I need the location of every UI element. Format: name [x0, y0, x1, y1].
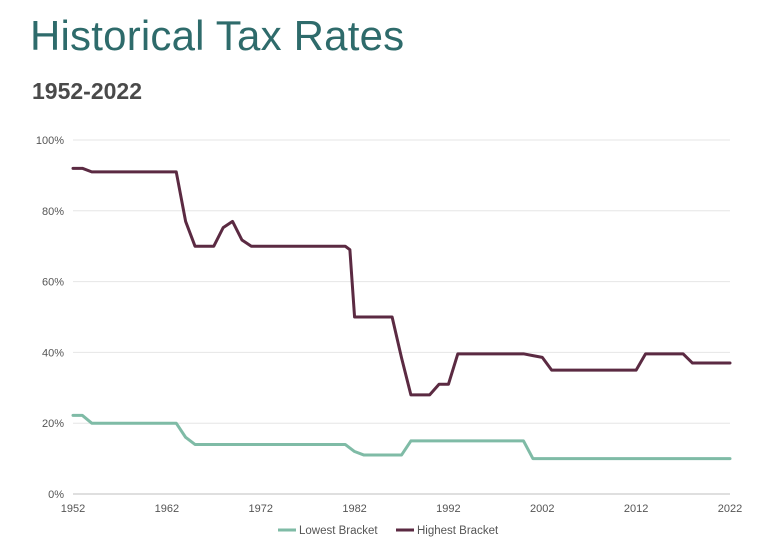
x-tick-label: 2002 — [530, 503, 554, 515]
x-tick-label: 2022 — [718, 503, 742, 515]
chart-subtitle: 1952-2022 — [32, 78, 142, 104]
legend-label-lowest-bracket: Lowest Bracket — [299, 525, 378, 537]
y-tick-label: 20% — [42, 418, 64, 430]
series-line-highest-bracket — [71, 166, 732, 397]
x-tick-label: 1972 — [248, 503, 272, 515]
y-tick-label: 0% — [48, 489, 64, 501]
x-tick-label: 2012 — [624, 503, 648, 515]
legend-label-highest-bracket: Highest Bracket — [417, 525, 499, 537]
y-tick-label: 100% — [36, 135, 64, 147]
y-tick-label: 40% — [42, 347, 64, 359]
chart-title: Historical Tax Rates — [30, 12, 405, 59]
x-tick-label: 1962 — [155, 503, 179, 515]
x-tick-label: 1952 — [61, 503, 85, 515]
y-tick-label: 60% — [42, 277, 64, 289]
x-tick-label: 1992 — [436, 503, 460, 515]
x-tick-label: 1982 — [342, 503, 366, 515]
series-line-lowest-bracket — [71, 413, 732, 461]
y-tick-label: 80% — [42, 206, 64, 218]
